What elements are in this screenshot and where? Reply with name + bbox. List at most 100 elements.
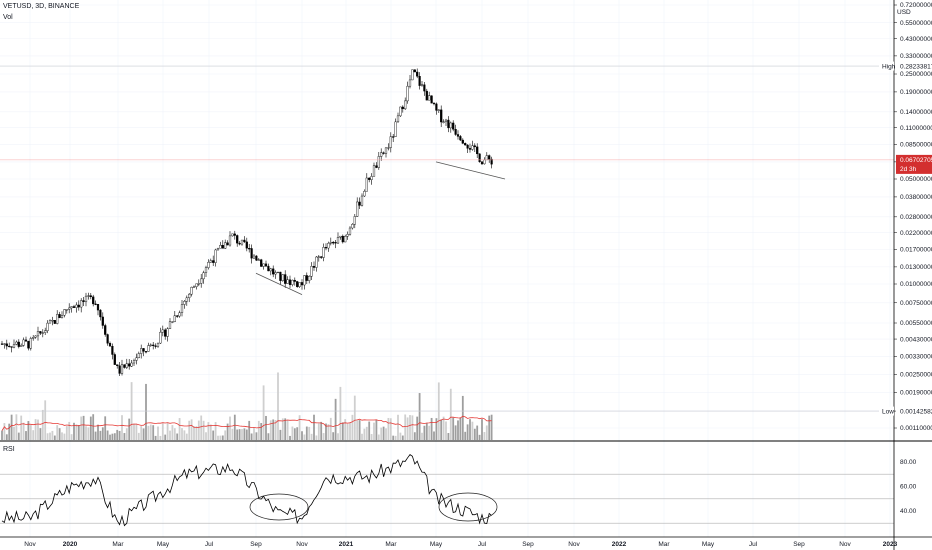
rsi-indicator-label[interactable]: RSI <box>3 446 15 453</box>
time-tick-label: Nov <box>296 541 308 548</box>
vol-indicator-label[interactable]: Vol <box>3 14 13 21</box>
volume-bar <box>317 423 320 440</box>
candle-body <box>125 363 128 368</box>
candle-body <box>96 303 100 311</box>
price-tick-label: 0.00430000 <box>900 336 932 343</box>
price-pane[interactable] <box>0 68 894 440</box>
volume-bar <box>265 415 267 440</box>
volume-bar <box>195 426 198 440</box>
price-tick-label: 0.08500000 <box>900 142 932 149</box>
time-tick-label: Mar <box>112 541 124 548</box>
candle-body <box>264 263 268 267</box>
candle-body <box>257 259 260 261</box>
volume-bar <box>457 420 459 440</box>
candle-body <box>281 274 284 281</box>
volume-bar <box>15 414 18 440</box>
candle-body <box>365 177 368 192</box>
candle-body <box>401 106 404 110</box>
price-tick-label: 0.01700000 <box>900 247 932 254</box>
volume-bar <box>181 428 183 440</box>
candle-body <box>44 330 47 333</box>
volume-bar <box>94 431 97 440</box>
time-tick-label: 2023 <box>883 541 898 548</box>
volume-bar <box>10 414 13 440</box>
volume-bar <box>413 432 416 440</box>
high-value: 0.28233817 <box>900 63 932 70</box>
candle-body <box>428 95 431 101</box>
candle-body <box>68 307 71 310</box>
rsi-axis[interactable]: 80.00 60.00 40.00 <box>900 459 917 515</box>
candle-body <box>413 69 416 73</box>
candle-body <box>144 351 148 353</box>
trendline[interactable] <box>255 272 303 295</box>
candle-body <box>248 248 251 250</box>
candle-body <box>195 283 198 288</box>
volume-bar <box>351 414 354 440</box>
volume-bar <box>97 424 99 440</box>
rsi-line <box>1 454 492 527</box>
candle-body <box>483 159 486 165</box>
candle-body <box>63 309 66 316</box>
price-axis[interactable]: 0.72000000 0.55000000 0.43000000 0.33000000… <box>894 2 932 432</box>
trendlines[interactable] <box>255 161 506 295</box>
candle-body <box>459 136 462 141</box>
volume-bar <box>267 433 270 440</box>
trendline[interactable] <box>435 161 506 180</box>
volume-bar <box>116 429 119 440</box>
volume-bar <box>430 417 433 440</box>
volume-bar <box>380 427 383 440</box>
volume-bar <box>464 431 467 440</box>
volume-bar <box>337 433 339 440</box>
candle-body <box>106 334 109 344</box>
volume-bar <box>226 423 229 440</box>
time-axis[interactable]: Nov 2020 Mar May Jul Sep Nov 2021 Mar May Jul Sep No… <box>24 541 897 548</box>
low-label: Low <box>882 408 894 415</box>
rsi-ellipse-2[interactable] <box>438 492 498 522</box>
volume-bar <box>22 422 25 440</box>
volume-bar <box>171 425 174 440</box>
volume-bar <box>377 434 380 440</box>
symbol-title[interactable]: VETUSD, 3D, BINANCE <box>3 3 80 10</box>
volume-bar <box>303 434 306 440</box>
candle-body <box>164 329 167 337</box>
price-tick-label: 0.72000000 <box>900 2 932 9</box>
volume-bar <box>274 420 277 440</box>
volume-bar <box>277 372 279 440</box>
volume-bar <box>473 428 476 440</box>
volume-bar <box>185 433 188 440</box>
candle-body <box>411 69 414 81</box>
candle-body <box>332 242 335 244</box>
volume-bar <box>142 428 145 440</box>
price-tick-label: 0.14000000 <box>900 109 932 116</box>
candle-body <box>274 272 277 275</box>
volume-bar <box>349 422 351 440</box>
volume-bar <box>205 432 207 440</box>
candle-body <box>10 346 13 348</box>
volume-bar <box>61 432 63 440</box>
volume-bar <box>481 419 483 440</box>
candle-body <box>82 300 85 302</box>
time-tick-label: Nov <box>24 541 36 548</box>
volume-bar <box>243 428 246 440</box>
candle-body <box>478 153 481 162</box>
volume-bar <box>25 431 27 440</box>
volume-bar <box>99 430 102 440</box>
volume-bar <box>121 415 123 440</box>
candle-body <box>159 331 162 344</box>
rsi-pane[interactable] <box>0 454 894 527</box>
candle-body <box>454 129 457 135</box>
candlesticks <box>0 68 493 377</box>
candle-body <box>293 279 296 282</box>
volume-bar <box>394 435 397 440</box>
rsi-ellipse-1[interactable] <box>249 493 309 521</box>
volume-bar <box>346 424 349 440</box>
volume-bar <box>423 425 426 440</box>
rsi-tick-label: 60.00 <box>900 484 917 491</box>
candle-body <box>29 338 32 349</box>
candle-body <box>360 195 364 206</box>
high-value-bg <box>896 61 932 71</box>
volume-bar <box>169 430 171 440</box>
candle-body <box>423 84 426 92</box>
volume-bar <box>157 426 159 440</box>
